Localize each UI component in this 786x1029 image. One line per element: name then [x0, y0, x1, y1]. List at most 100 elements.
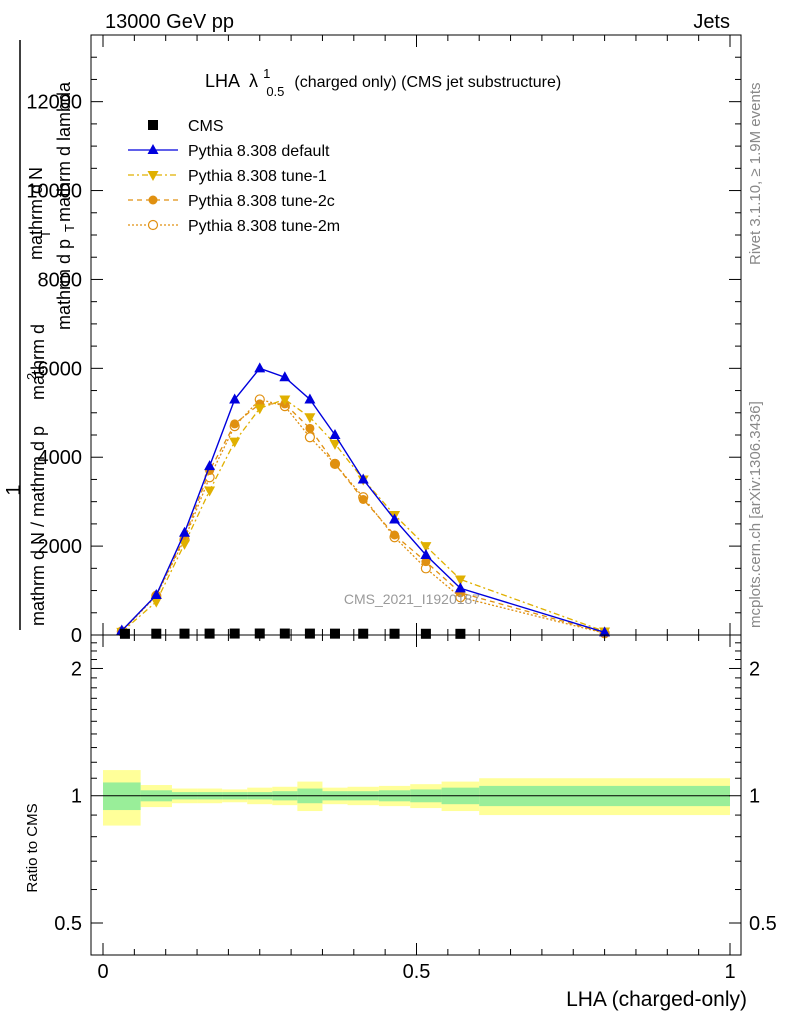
y-label-dlambda: mathrm d lambda [54, 81, 74, 222]
ratio-y-tick-label-right: 1 [749, 786, 760, 808]
cms-data-point [420, 628, 431, 639]
y-tick-label: 4000 [38, 447, 83, 469]
ratio-y-tick-label-left: 0.5 [54, 913, 82, 935]
default-marker [204, 460, 216, 471]
y-tick-label: 6000 [38, 358, 83, 380]
plot-title-rest: (charged only) (CMS jet substructure) [294, 74, 561, 91]
y-label-mathrm-d: mathrm d [26, 184, 46, 260]
cms-data-point [119, 628, 130, 639]
cms-data-point [304, 628, 315, 639]
tune1-marker [254, 404, 266, 415]
y-label-denominator: mathrm d N / mathrm d p [28, 426, 48, 626]
cms-data-point [179, 628, 190, 639]
tune2c-marker [421, 557, 431, 567]
default-marker [599, 626, 611, 637]
y-axis-label: 1 mathrm d N / mathrm d p T mathrm d 2 m… [3, 40, 77, 630]
tune2c-marker [148, 195, 158, 205]
y-tick-label: 10000 [26, 181, 82, 203]
header-energy-label: 13000 GeV pp [105, 11, 234, 33]
legend: CMS Pythia 8.308 default Pythia 8.308 tune… [128, 118, 340, 235]
tune2c-marker [330, 459, 340, 469]
cms-data-point [148, 120, 158, 130]
ratio-inner-band [103, 782, 141, 811]
y-label-T: T [62, 224, 77, 232]
cms-data-point [358, 628, 369, 639]
x-tick-label: 1 [724, 961, 735, 983]
tune2m-marker [147, 219, 159, 231]
main-axis-ticks: 0 2000 4000 6000 8000 10000 12000 [26, 34, 741, 647]
y-label-d: mathrm d [28, 324, 48, 400]
default-marker [147, 144, 159, 154]
tune1-marker [329, 439, 341, 450]
tune1-marker [420, 542, 432, 553]
cms-data-point [279, 628, 290, 639]
x-tick-label: 0.5 [403, 961, 431, 983]
ratio-y-tick-label-left: 2 [71, 658, 82, 680]
y-tick-label: 8000 [38, 269, 83, 291]
x-tick-label: 0 [97, 961, 108, 983]
ratio-y-tick-label-right: 2 [749, 658, 760, 680]
cms-data-point [329, 628, 340, 639]
plot-title-sup: 1 [263, 66, 270, 81]
legend-label: Pythia 8.308 tune-1 [188, 168, 327, 185]
tune2c-marker [305, 423, 315, 433]
default-marker [389, 513, 401, 524]
watermark-label: CMS_2021_I1920187 [344, 591, 480, 607]
y-label-numerator-1: 1 [3, 484, 25, 495]
tune1-marker [179, 539, 191, 550]
tune2c-marker [358, 494, 368, 504]
y-tick-label: 12000 [26, 92, 82, 114]
legend-label: Pythia 8.308 default [188, 143, 330, 160]
tune1-marker [150, 597, 162, 608]
plot-title-main: LHA [205, 71, 240, 91]
tune1-marker [204, 486, 216, 497]
tune1-marker [229, 437, 241, 448]
y-label-N: N [26, 167, 46, 180]
default-marker [229, 393, 241, 404]
y-label-dpt: mathrm d p [54, 239, 74, 330]
tune1-marker [454, 575, 466, 586]
default-marker [329, 429, 341, 439]
y-label-pt-sub: T [38, 230, 53, 238]
plot-title-symbol: λ [249, 71, 258, 91]
default-marker [420, 549, 432, 559]
tune1-marker [279, 395, 291, 406]
x-axis-label: LHA (charged-only) [566, 988, 747, 1011]
default-marker [304, 393, 316, 404]
plot-title: LHA λ 1 0.5 (charged only) (CMS jet subs… [205, 62, 561, 100]
default-marker [357, 473, 369, 484]
plot-title-sub: 0.5 [266, 84, 284, 99]
y-tick-label: 0 [71, 625, 82, 647]
tune2c-marker [230, 419, 240, 429]
rivet-version-label: Rivet 3.1.10, ≥ 1.9M events [747, 83, 764, 266]
default-marker [150, 589, 162, 599]
series-line-circle [121, 403, 605, 634]
cms-data-point [151, 628, 162, 639]
cms-data-point [229, 628, 240, 639]
series-line-triangle-up [121, 367, 605, 633]
tune1-marker [147, 171, 159, 181]
tune2c-marker [390, 530, 400, 540]
ratio-axis-ticks: 0.5 0.5 1 1 2 2 0 0.5 1 [54, 635, 777, 983]
mcplots-reference-label: mcplots.cern.ch [arXiv:1306.3436] [747, 401, 764, 628]
cms-data-point [254, 628, 265, 639]
header-jets-label: Jets [693, 11, 730, 33]
legend-label: CMS [188, 118, 224, 135]
tune1-marker [304, 413, 316, 424]
y-tick-label: 2000 [38, 536, 83, 558]
y-label-numerator-2: mathrm d N [26, 167, 46, 260]
cms-data-point [204, 628, 215, 639]
legend-label: Pythia 8.308 tune-2m [188, 218, 340, 235]
ratio-plot-panel: 0.5 0.5 1 1 2 2 0 0.5 1 Ratio to CMS LHA (charge… [24, 634, 777, 1011]
legend-label: Pythia 8.308 tune-2c [188, 193, 335, 210]
tune2m-marker [304, 432, 316, 443]
cms-data-point [455, 628, 466, 639]
ratio-y-tick-label-right: 0.5 [749, 913, 777, 935]
default-marker [179, 526, 191, 537]
ratio-y-tick-label-left: 1 [71, 786, 82, 808]
default-marker [254, 362, 266, 373]
ratio-y-axis-label: Ratio to CMS [24, 803, 41, 892]
default-marker [454, 582, 466, 593]
